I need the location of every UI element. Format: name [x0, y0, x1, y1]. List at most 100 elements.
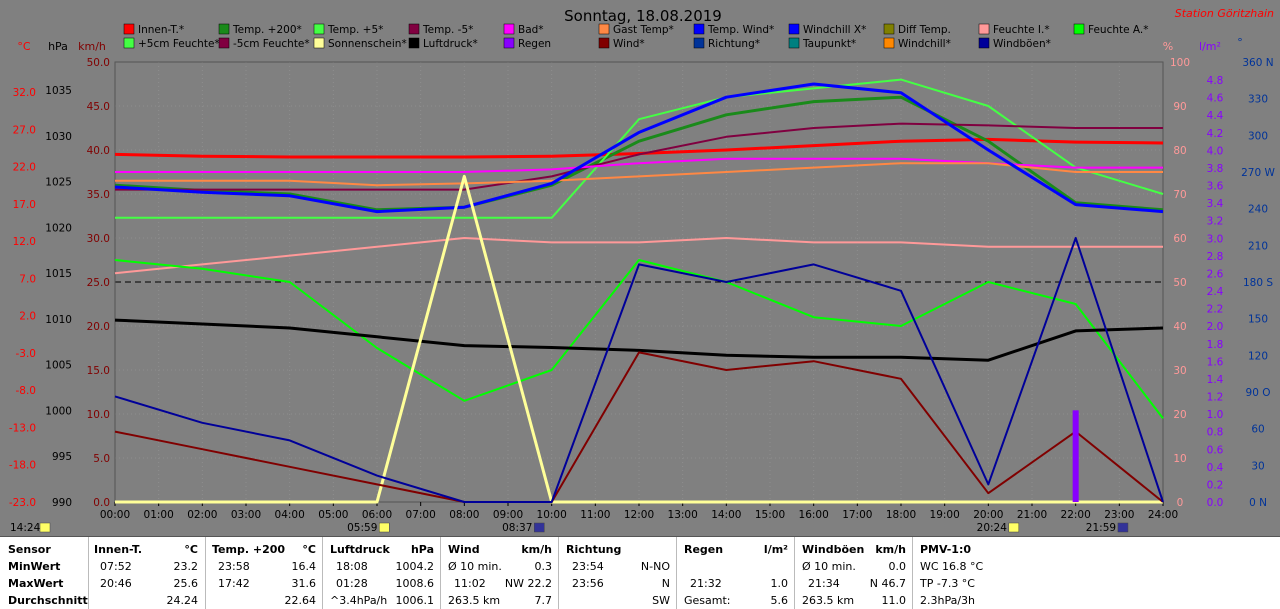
- direction-tick-label: 120: [1248, 350, 1268, 362]
- time-markers: 14:24 05:59 08:37 20:24 21:59: [10, 522, 1129, 534]
- legend-swatch: [408, 23, 420, 35]
- legend-swatch: [123, 23, 135, 35]
- legend-swatch: [313, 37, 325, 49]
- hour-tick-label: 23:00: [1104, 509, 1134, 521]
- axis-unit-hpa: hPa: [48, 40, 68, 53]
- temp-tick-label: -3.0: [16, 348, 37, 360]
- stats-windboeen-avg10-value: 0.0: [888, 560, 907, 573]
- stats-innen-min-time: 07:52: [100, 560, 132, 573]
- hour-tick-label: 19:00: [930, 509, 960, 521]
- legend-swatch: [978, 23, 990, 35]
- rain-tick-label: 4.2: [1207, 128, 1224, 140]
- legend-swatch: [883, 37, 895, 49]
- chart-title: Sonntag, 18.08.2019: [564, 7, 722, 25]
- stats-richtung-avg-value: SW: [652, 594, 670, 607]
- hpa-tick-label: 1000: [45, 405, 72, 417]
- statistics-panel: Sensor MinWert MaxWert Durchschnitt Inne…: [0, 536, 1280, 609]
- time-axis: 00:00 01:00 02:00 03:00 04:00 05:00 06:00 07:00…: [100, 502, 1178, 521]
- pct-tick-label: 90: [1173, 101, 1186, 113]
- stats-luftdruck-avg-value: 1006.1: [395, 594, 435, 607]
- hour-tick-label: 00:00: [100, 509, 130, 521]
- hour-tick-label: 08:00: [449, 509, 479, 521]
- pct-tick-label: 60: [1173, 233, 1186, 245]
- stats-luftdruck-min-time: 18:08: [336, 560, 368, 573]
- kmh-tick-label: 35.0: [87, 189, 110, 201]
- pct-tick-label: 20: [1173, 409, 1186, 421]
- hour-tick-label: 07:00: [406, 509, 436, 521]
- rain-tick-label: 3.4: [1207, 198, 1224, 210]
- stats-temp200-max-value: 31.6: [291, 577, 317, 590]
- axis-unit-celsius: °C: [17, 40, 31, 53]
- stats-wind: Wind km/h Ø 10 min. 0.3 11:02 NW 22.2 263.5…: [448, 541, 552, 609]
- stats-luftdruck-max-value: 1008.6: [395, 577, 435, 590]
- legend-swatch: [1073, 23, 1085, 35]
- hour-tick-label: 20:00: [973, 509, 1003, 521]
- stats-innen-title: Innen-T.: [94, 543, 143, 556]
- hour-tick-label: 06:00: [362, 509, 392, 521]
- hour-tick-label: 10:00: [537, 509, 567, 521]
- legend-swatch: [218, 23, 230, 35]
- hour-tick-label: 13:00: [668, 509, 698, 521]
- legend-swatch: [503, 37, 515, 49]
- kmh-tick-label: 20.0: [87, 321, 110, 333]
- legend-label: Temp. +5*: [327, 24, 383, 36]
- legend-swatch: [313, 23, 325, 35]
- stats-wind-title: Wind: [448, 543, 480, 556]
- series-line: [114, 237, 1163, 275]
- direction-tick-label: 30: [1251, 460, 1264, 472]
- hpa-tick-label: 995: [52, 451, 72, 463]
- stats-regen-unit: l/m²: [763, 543, 788, 556]
- temp-tick-label: 32.0: [13, 87, 36, 99]
- hour-tick-label: 16:00: [799, 509, 829, 521]
- legend-label: Windböen*: [993, 38, 1051, 50]
- stats-windboeen-unit: km/h: [875, 543, 906, 556]
- stats-wind-avg-value: 7.7: [534, 594, 553, 607]
- legend-swatch: [788, 23, 800, 35]
- direction-tick-label: 240: [1248, 204, 1268, 216]
- stats-windboeen-max-time: 21:34: [808, 577, 840, 590]
- moonrise-icon: [1117, 522, 1129, 533]
- temp-tick-label: 22.0: [13, 162, 36, 174]
- series-line: [114, 82, 1164, 214]
- temp-tick-label: -13.0: [9, 422, 36, 434]
- stats-regen-title: Regen: [684, 543, 724, 556]
- legend-label: +5cm Feuchte*: [138, 38, 220, 50]
- kmh-tick-label: 15.0: [87, 365, 110, 377]
- direction-tick-label: 90 O: [1246, 387, 1271, 399]
- stats-richtung-max-time: 23:56: [572, 577, 604, 590]
- series-line: [114, 259, 1164, 420]
- stats-regen-max-time: 21:32: [690, 577, 722, 590]
- stats-row-min: MinWert: [8, 560, 61, 573]
- legend-label: Feuchte I.*: [993, 24, 1050, 36]
- series-line: [114, 351, 1164, 503]
- hour-tick-label: 02:00: [187, 509, 217, 521]
- rain-tick-label: 0.6: [1207, 444, 1224, 456]
- left-axes: 50.0 45.0 40.0 35.0 30.0 25.0 20.0 15.0 10.0 5.0 0…: [9, 57, 110, 509]
- hpa-tick-label: 1025: [45, 177, 72, 189]
- direction-tick-label: 210: [1248, 240, 1268, 252]
- hpa-tick-label: 1020: [45, 222, 72, 234]
- hour-tick-label: 17:00: [842, 509, 872, 521]
- legend-swatch: [693, 23, 705, 35]
- marker-label: 08:37: [502, 522, 532, 534]
- stats-temp200-min-time: 23:58: [218, 560, 250, 573]
- legend-label: Gast Temp*: [613, 24, 674, 36]
- hour-tick-label: 05:00: [318, 509, 348, 521]
- hour-tick-label: 15:00: [755, 509, 785, 521]
- legend-swatch: [123, 37, 135, 49]
- rain-tick-label: 4.8: [1207, 75, 1224, 87]
- hour-tick-label: 21:00: [1017, 509, 1047, 521]
- stats-windboeen-max-value: N 46.7: [869, 577, 906, 590]
- temp-tick-label: 12.0: [13, 236, 36, 248]
- direction-tick-label: 60: [1251, 424, 1264, 436]
- stats-regen-max-value: 1.0: [770, 577, 789, 590]
- stats-innen-avg-value: 24.24: [166, 594, 199, 607]
- current-time-label: 14:24: [10, 522, 41, 534]
- temp-tick-label: 27.0: [13, 124, 36, 136]
- axis-unit-percent: %: [1163, 40, 1173, 53]
- kmh-tick-label: 25.0: [87, 277, 110, 289]
- stats-regen-total-value: 5.6: [770, 594, 789, 607]
- rain-tick-label: 4.0: [1207, 145, 1224, 157]
- rain-tick-label: 3.6: [1207, 181, 1224, 193]
- temp-tick-label: 2.0: [19, 311, 36, 323]
